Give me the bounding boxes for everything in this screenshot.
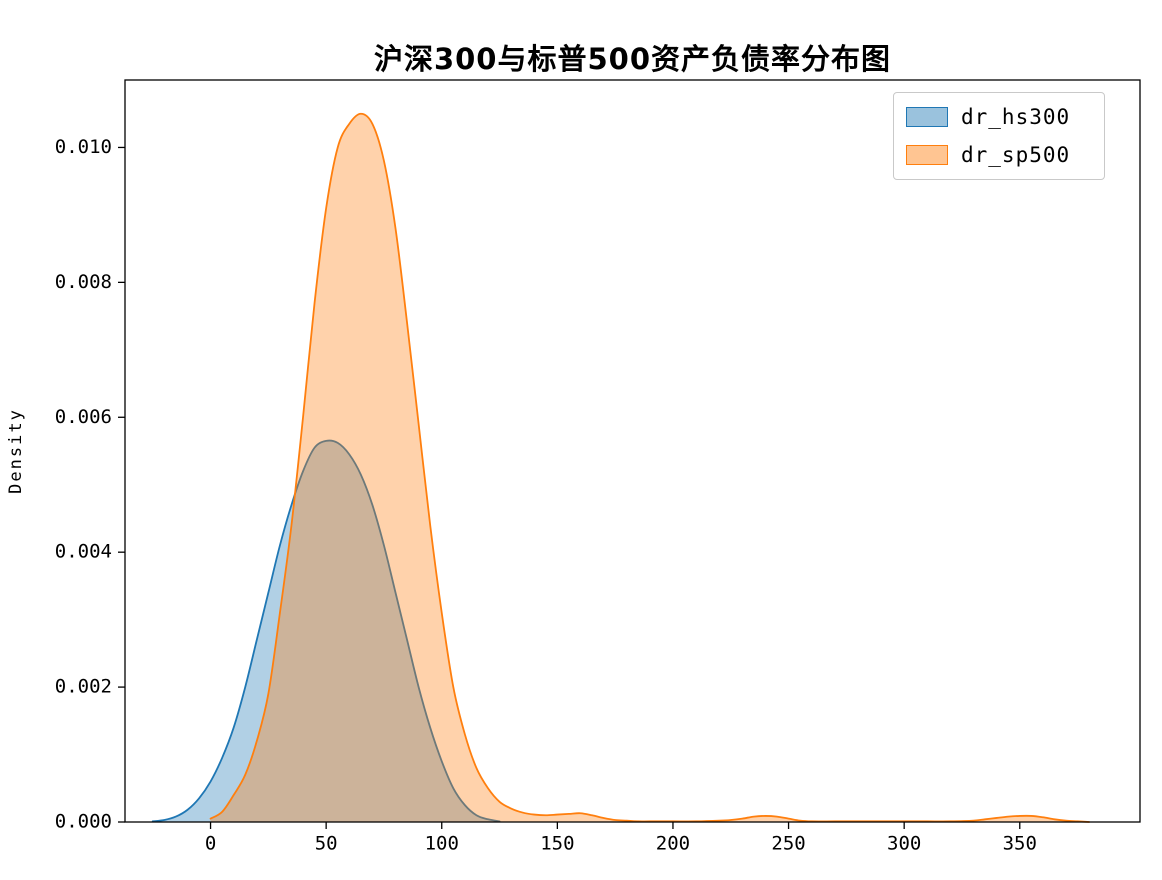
axes-spines [124, 79, 1141, 823]
legend-label-hs300: dr_hs300 [961, 105, 1071, 129]
kde-fill-dr_sp500 [210, 113, 1090, 823]
x-tick-label: 250 [771, 833, 805, 855]
x-tick-label: 0 [205, 833, 216, 855]
x-axis: 0 50 100 150 200 250 300 350 [205, 822, 1037, 855]
series-layer [151, 112, 1091, 823]
y-tick-label: 0.002 [55, 676, 112, 698]
kde-fill-dr_hs300 [152, 440, 500, 822]
legend-label-sp500: dr_sp500 [961, 143, 1071, 167]
x-tick-label: 350 [1003, 833, 1037, 855]
y-tick-label: 0.006 [55, 406, 112, 428]
legend: dr_hs300 dr_sp500 [893, 92, 1105, 180]
y-axis: 0.000 0.002 0.004 0.006 0.008 0.010 [55, 136, 125, 833]
legend-item: dr_sp500 [906, 141, 1092, 169]
y-tick-label: 0.008 [55, 271, 112, 293]
x-tick-label: 100 [425, 833, 459, 855]
y-tick-label: 0.010 [55, 136, 112, 158]
chart-title: 沪深300与标普500资产负债率分布图 [373, 42, 892, 76]
kde-line-dr_hs300 [151, 439, 501, 823]
y-tick-label: 0.004 [55, 541, 112, 563]
legend-patch-hs300 [906, 107, 948, 127]
x-tick-label: 50 [315, 833, 338, 855]
x-tick-label: 200 [656, 833, 690, 855]
y-tick-label: 0.000 [55, 811, 112, 833]
x-tick-label: 300 [887, 833, 921, 855]
legend-patch-sp500 [906, 145, 948, 165]
legend-item: dr_hs300 [906, 103, 1092, 131]
x-tick-label: 150 [540, 833, 574, 855]
